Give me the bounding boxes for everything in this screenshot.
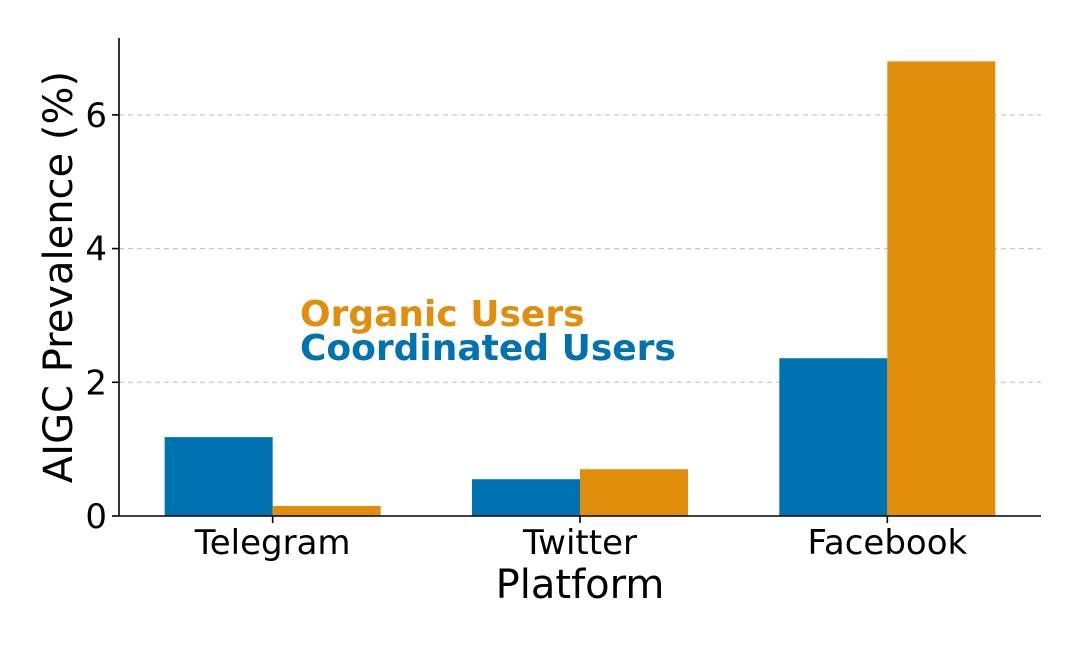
bar-telegram-coordinated-users [164,437,273,516]
legend: Organic Users Coordinated Users [300,294,676,369]
y-tick-label: 6 [85,96,107,136]
x-ticks: Telegram Twitter Facebook [194,516,968,563]
bar-facebook-organic-users [887,61,996,517]
bar-twitter-organic-users [580,469,688,516]
y-tick-label: 4 [85,230,107,270]
x-tick-label: Facebook [807,523,967,563]
bar-telegram-organic-users [272,505,381,516]
y-axis-title: AIGC Prevalence (%) [36,71,82,483]
bar-facebook-coordinated-users [779,358,888,516]
bars [164,61,996,517]
y-tick-label: 2 [85,363,107,403]
x-tick-label: Telegram [194,523,351,563]
x-tick-label: Twitter [522,523,637,563]
y-tick-label: 0 [85,497,107,537]
legend-coordinated-users: Coordinated Users [300,328,676,369]
bar-twitter-coordinated-users [472,479,580,516]
y-ticks: 0 2 4 6 [85,96,119,537]
x-axis-title: Platform [496,562,665,608]
legend-organic-users: Organic Users [300,294,585,335]
